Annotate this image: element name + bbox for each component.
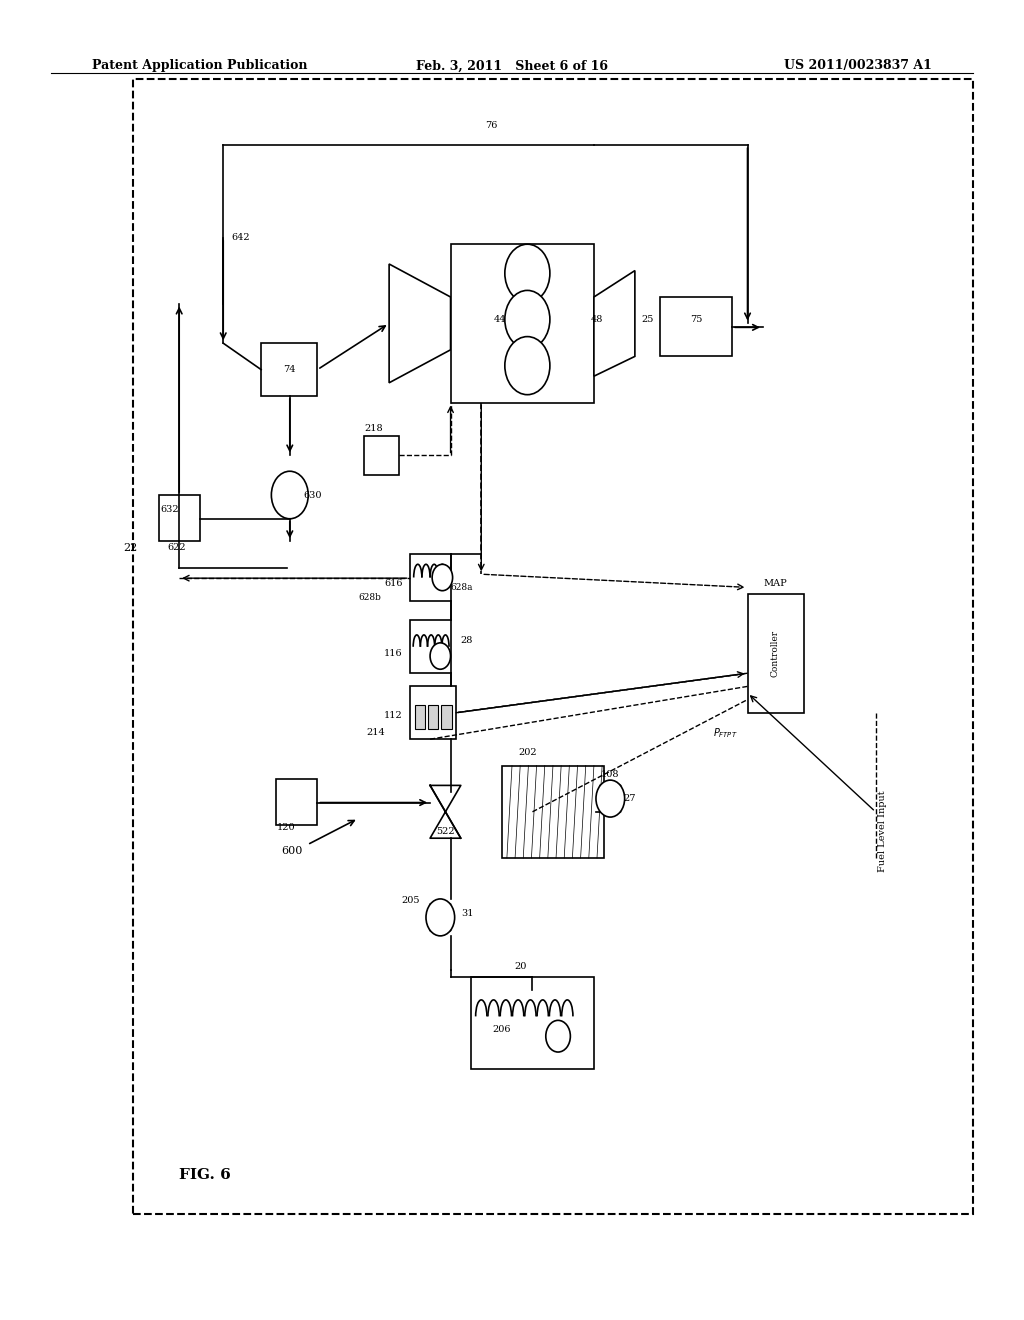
FancyBboxPatch shape	[410, 686, 456, 739]
Text: 28: 28	[461, 636, 473, 644]
FancyBboxPatch shape	[451, 244, 594, 403]
Text: 25: 25	[641, 315, 653, 323]
FancyBboxPatch shape	[276, 779, 317, 825]
Text: $P_{FTPT}$: $P_{FTPT}$	[713, 726, 737, 739]
Text: 116: 116	[384, 649, 402, 657]
Text: Feb. 3, 2011   Sheet 6 of 16: Feb. 3, 2011 Sheet 6 of 16	[416, 59, 608, 73]
Circle shape	[596, 780, 625, 817]
Text: 76: 76	[485, 121, 498, 129]
FancyBboxPatch shape	[441, 705, 452, 729]
Text: 120: 120	[276, 824, 295, 832]
FancyBboxPatch shape	[428, 705, 438, 729]
Text: 202: 202	[518, 748, 537, 756]
Circle shape	[546, 1020, 570, 1052]
FancyBboxPatch shape	[471, 977, 594, 1069]
Text: 214: 214	[367, 729, 385, 737]
Text: Controller: Controller	[771, 630, 779, 677]
Polygon shape	[389, 264, 451, 383]
Text: 44: 44	[494, 315, 506, 323]
Circle shape	[426, 899, 455, 936]
FancyBboxPatch shape	[660, 297, 732, 356]
Text: 218: 218	[365, 425, 383, 433]
Text: 206: 206	[493, 1026, 511, 1034]
Text: 112: 112	[384, 711, 402, 719]
Text: 205: 205	[401, 896, 420, 904]
Text: 622: 622	[168, 544, 186, 552]
Text: 22: 22	[123, 543, 137, 553]
Text: 74: 74	[284, 366, 296, 374]
Circle shape	[505, 337, 550, 395]
Text: 600: 600	[282, 846, 302, 857]
Text: Patent Application Publication: Patent Application Publication	[92, 59, 307, 73]
FancyBboxPatch shape	[410, 620, 451, 673]
Circle shape	[430, 643, 451, 669]
FancyBboxPatch shape	[748, 594, 804, 713]
Text: 27: 27	[624, 795, 636, 803]
Text: 75: 75	[690, 315, 702, 323]
Text: 632: 632	[161, 506, 179, 513]
Polygon shape	[594, 271, 635, 376]
FancyBboxPatch shape	[415, 705, 425, 729]
FancyBboxPatch shape	[410, 554, 451, 601]
FancyBboxPatch shape	[159, 495, 200, 541]
Text: US 2011/0023837 A1: US 2011/0023837 A1	[784, 59, 932, 73]
Circle shape	[505, 290, 550, 348]
Text: 48: 48	[591, 315, 603, 323]
Text: MAP: MAP	[763, 579, 787, 587]
Circle shape	[432, 565, 453, 591]
Text: 630: 630	[303, 491, 322, 499]
Text: 628a: 628a	[451, 583, 473, 591]
Text: Fuel Level Input: Fuel Level Input	[879, 791, 887, 873]
Text: 31: 31	[461, 909, 473, 917]
Text: 522: 522	[436, 828, 455, 836]
FancyBboxPatch shape	[261, 343, 317, 396]
Text: 20: 20	[514, 962, 526, 970]
Circle shape	[505, 244, 550, 302]
FancyBboxPatch shape	[502, 766, 604, 858]
Text: 642: 642	[231, 234, 250, 242]
Circle shape	[271, 471, 308, 519]
Text: 108: 108	[601, 771, 620, 779]
Text: FIG. 6: FIG. 6	[179, 1168, 230, 1181]
FancyBboxPatch shape	[364, 436, 399, 475]
Text: 628b: 628b	[358, 594, 381, 602]
Text: 616: 616	[384, 579, 402, 587]
